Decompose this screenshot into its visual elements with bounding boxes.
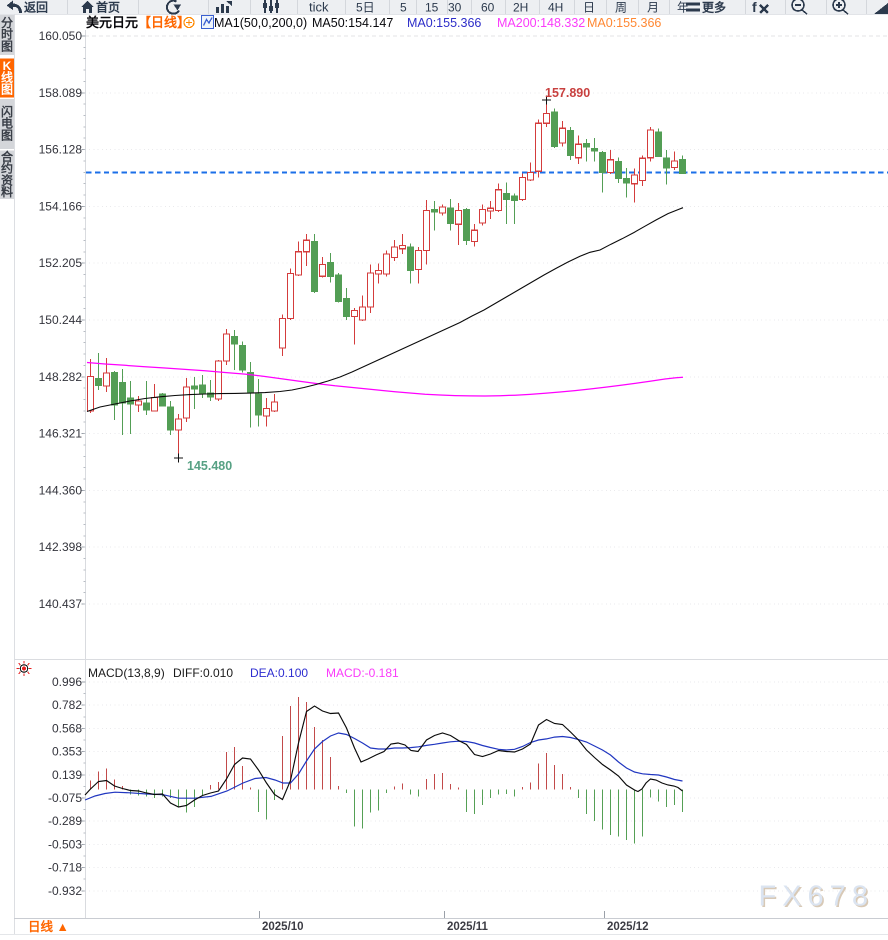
svg-text:2025/12: 2025/12: [607, 921, 649, 933]
svg-text:美元日元: 美元日元: [86, 15, 138, 30]
svg-text:年: 年: [677, 1, 689, 15]
svg-text:60: 60: [481, 1, 495, 15]
svg-text:MA50:154.147: MA50:154.147: [312, 16, 393, 30]
svg-text:0.568: 0.568: [52, 721, 82, 735]
svg-text:2025/10: 2025/10: [262, 921, 304, 933]
svg-text:周: 周: [615, 1, 627, 15]
svg-text:15: 15: [425, 1, 439, 15]
svg-text:0.782: 0.782: [52, 698, 82, 712]
svg-text:MA1(50,0,200,0): MA1(50,0,200,0): [214, 16, 307, 30]
svg-text:首页: 首页: [96, 0, 120, 15]
svg-text:150.244: 150.244: [39, 313, 83, 327]
svg-text:日: 日: [583, 1, 595, 15]
svg-text:MA0:155.366: MA0:155.366: [407, 16, 481, 30]
svg-text:5: 5: [400, 1, 407, 15]
svg-text:日线 ▲: 日线 ▲: [28, 919, 69, 934]
svg-text:K: K: [3, 59, 12, 73]
svg-text:156.128: 156.128: [39, 143, 83, 157]
svg-text:图: 图: [1, 128, 13, 142]
svg-text:4H: 4H: [548, 1, 563, 15]
svg-text:时: 时: [1, 27, 13, 42]
svg-text:闪: 闪: [1, 105, 13, 119]
svg-text:145.480: 145.480: [187, 459, 232, 473]
svg-text:-0.932: -0.932: [48, 884, 82, 898]
svg-text:DIFF:0.010: DIFF:0.010: [173, 666, 233, 680]
svg-text:154.166: 154.166: [39, 199, 83, 213]
svg-text:140.437: 140.437: [39, 597, 83, 611]
svg-text:分: 分: [1, 15, 13, 30]
svg-text:月: 月: [647, 1, 659, 15]
svg-text:160.050: 160.050: [39, 29, 83, 43]
svg-text:MA0:155.366: MA0:155.366: [587, 16, 661, 30]
svg-text:-0.718: -0.718: [48, 861, 82, 875]
svg-text:资: 资: [1, 172, 13, 187]
svg-text:5日: 5日: [356, 1, 375, 15]
svg-text:152.205: 152.205: [39, 256, 83, 270]
svg-text:30: 30: [448, 1, 462, 15]
svg-text:0.353: 0.353: [52, 745, 82, 759]
svg-text:图: 图: [1, 82, 13, 96]
svg-text:157.890: 157.890: [545, 86, 590, 100]
svg-text:DEA:0.100: DEA:0.100: [250, 666, 308, 680]
svg-text:2H: 2H: [513, 1, 528, 15]
svg-text:约: 约: [1, 161, 13, 176]
svg-text:2025/11: 2025/11: [447, 921, 489, 933]
svg-text:图: 图: [1, 39, 13, 53]
svg-text:MACD:-0.181: MACD:-0.181: [326, 666, 399, 680]
svg-text:-0.289: -0.289: [48, 814, 82, 828]
svg-text:【日线】: 【日线】: [138, 15, 190, 30]
svg-text:FX678: FX678: [759, 881, 874, 913]
svg-text:-0.503: -0.503: [48, 837, 82, 851]
svg-text:tick: tick: [309, 0, 329, 15]
svg-text:线: 线: [1, 70, 13, 85]
svg-text:0.996: 0.996: [52, 675, 82, 689]
svg-text:MACD(13,8,9): MACD(13,8,9): [88, 666, 165, 680]
svg-text:-0.075: -0.075: [48, 791, 82, 805]
svg-text:更多: 更多: [702, 0, 726, 15]
svg-text:142.398: 142.398: [39, 540, 83, 554]
svg-text:f: f: [752, 0, 757, 15]
svg-text:合: 合: [1, 149, 14, 164]
svg-text:MA200:148.332: MA200:148.332: [497, 16, 585, 30]
svg-text:料: 料: [1, 184, 13, 199]
svg-text:144.360: 144.360: [39, 483, 83, 497]
svg-text:返回: 返回: [24, 0, 48, 15]
svg-text:0.139: 0.139: [52, 768, 82, 782]
svg-text:148.282: 148.282: [39, 370, 83, 384]
svg-text:146.321: 146.321: [39, 427, 83, 441]
svg-text:FX678: FX678: [760, 882, 875, 914]
svg-text:158.089: 158.089: [39, 86, 83, 100]
svg-text:电: 电: [1, 116, 13, 131]
